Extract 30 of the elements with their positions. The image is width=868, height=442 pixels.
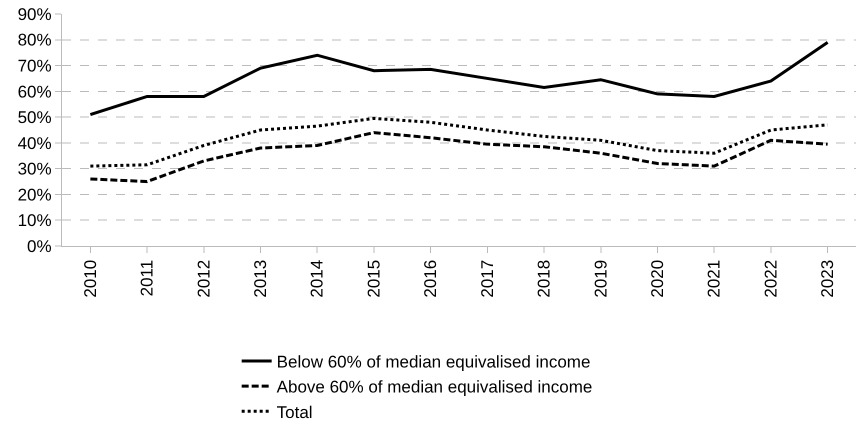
y-tick-label: 30%	[18, 160, 52, 179]
line-series	[88, 131, 830, 184]
x-tick-label: 2016	[421, 260, 440, 298]
x-tick-label: 2019	[591, 260, 610, 298]
line-series	[88, 40, 830, 116]
x-tick-label: 2022	[761, 260, 780, 298]
x-tick-label: 2023	[818, 260, 838, 298]
y-tick-label: 40%	[18, 134, 52, 153]
x-tick-label: 2017	[478, 260, 497, 298]
x-tick-label: 2014	[308, 260, 327, 298]
x-tick-label: 2015	[364, 260, 384, 298]
legend-label: Total	[276, 402, 313, 422]
x-tick-label: 2020	[648, 260, 668, 298]
x-tick-label: 2013	[251, 260, 270, 298]
legend-label: Above 60% of median equivalised income	[276, 378, 592, 397]
x-tick-label: 2021	[704, 260, 724, 298]
x-tick-label: 2018	[534, 260, 554, 298]
y-tick-label: 90%	[18, 4, 52, 24]
line-series	[88, 116, 830, 168]
x-tick-label: 2012	[194, 260, 214, 298]
y-tick-label: 60%	[18, 82, 52, 102]
y-tick-label: 50%	[18, 108, 52, 128]
y-tick-label: 80%	[18, 30, 52, 50]
y-tick-label: 10%	[18, 211, 52, 230]
legend-label: Below 60% of median equivalised income	[276, 352, 590, 372]
x-tick-label: 2011	[138, 260, 157, 296]
y-tick-label: 70%	[18, 56, 52, 76]
y-tick-label: 20%	[18, 185, 52, 204]
y-tick-label: 0%	[27, 236, 52, 256]
x-tick-label: 2010	[80, 260, 100, 298]
